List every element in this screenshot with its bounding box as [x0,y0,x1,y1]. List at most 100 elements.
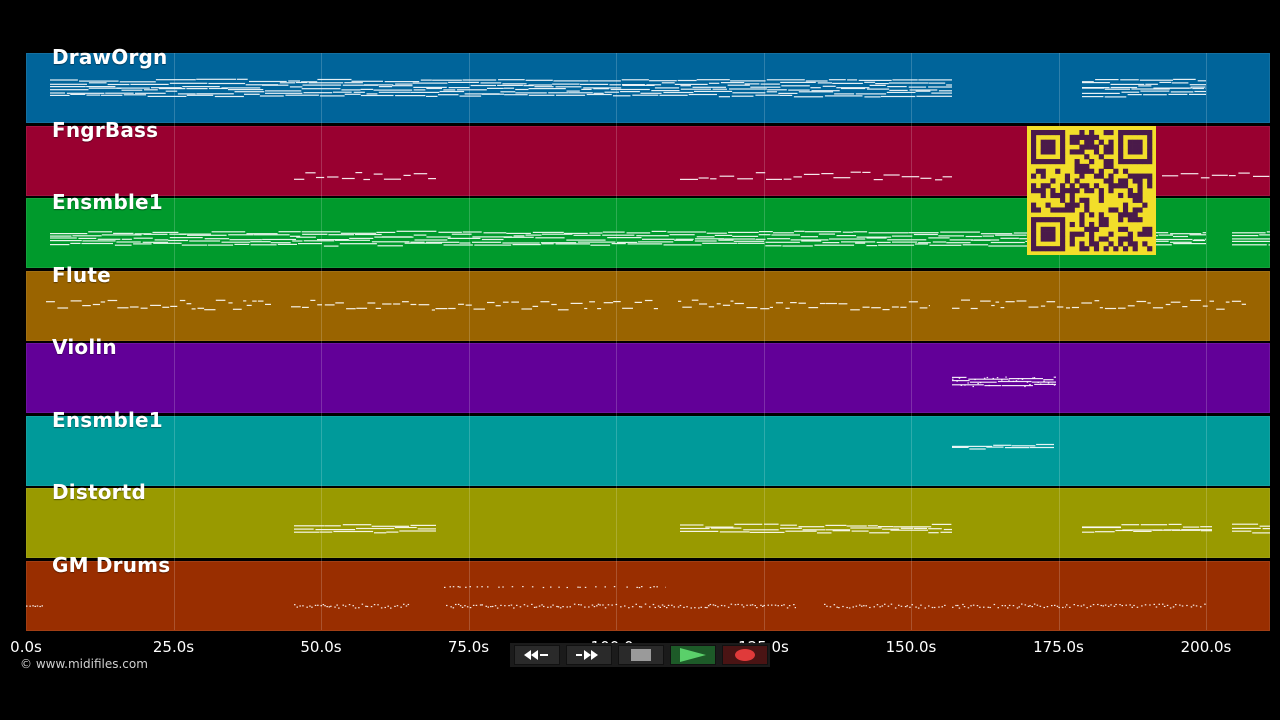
midi-note [868,232,909,234]
midi-note [991,304,995,307]
play-button[interactable] [670,645,716,665]
midi-note [755,238,766,240]
fast-forward-button[interactable] [566,645,612,665]
midi-note [303,240,335,242]
midi-note [878,526,894,528]
midi-note [1170,301,1181,303]
midi-note [410,241,425,243]
midi-note [710,178,717,180]
midi-note [987,606,989,608]
midi-note [613,95,631,97]
midi-note [417,528,436,530]
midi-note [1182,306,1188,308]
midi-note [457,89,487,91]
midi-note [1232,527,1261,529]
midi-note [786,607,789,609]
midi-note [82,240,116,242]
midi-note [557,606,560,608]
rewind-button[interactable] [514,645,560,665]
midi-note [952,380,970,382]
midi-note [1155,606,1158,608]
midi-note [487,87,504,89]
midi-note [498,79,525,81]
midi-note [92,303,100,306]
midi-note [680,85,691,87]
midi-note [386,531,399,533]
midi-note [822,242,840,244]
midi-note [504,605,506,607]
midi-note [1104,307,1117,310]
midi-note [590,244,611,246]
stop-button[interactable] [618,645,664,665]
midi-note [179,299,186,302]
midi-note [533,606,536,608]
midi-note [86,94,101,96]
midi-note [1268,244,1270,246]
midi-note [855,242,866,244]
midi-note [708,306,715,308]
midi-note [708,82,720,84]
midi-note [1259,525,1270,527]
midi-note [742,606,745,608]
midi-note [461,606,464,608]
midi-note [824,603,826,605]
midi-note [500,604,502,606]
midi-note [1082,82,1110,84]
midi-note [1033,377,1036,379]
midi-note [208,82,246,85]
midi-note [651,90,680,92]
midi-note [82,305,91,307]
midi-note [506,232,531,234]
midi-note [100,94,123,96]
midi-note [259,95,284,97]
midi-note [292,240,303,242]
midi-note [635,603,637,605]
transport-controls [510,643,770,667]
midi-note [1030,446,1054,449]
midi-note [214,95,244,98]
midi-note [135,92,166,94]
midi-note [892,79,918,81]
midi-note [462,79,497,81]
midi-note [731,95,754,97]
midi-note [308,82,344,84]
midi-note [548,92,569,94]
midi-note [573,603,576,605]
midi-note [595,586,597,588]
midi-note [428,178,436,180]
midi-note [355,233,382,236]
midi-note [1216,308,1225,310]
midi-note [333,91,352,93]
midi-note [438,231,462,233]
midi-note [523,604,526,606]
midi-note [481,93,504,95]
time-tick-label: 75.0s [447,638,490,656]
midi-note [884,603,886,605]
midi-note [457,603,460,605]
midi-note [1026,381,1029,383]
midi-note [403,174,411,176]
midi-note [1225,301,1230,303]
midi-note [512,244,541,246]
midi-note [591,604,594,606]
midi-note [1152,307,1164,309]
midi-note [1008,604,1011,606]
midi-note [986,446,1004,448]
midi-note [1015,380,1018,382]
time-gridline [1206,53,1207,630]
track-label: Distortd [52,480,147,504]
midi-note [686,606,688,608]
midi-note [466,606,469,608]
midi-note [426,87,442,90]
midi-note [1200,526,1212,528]
midi-note [891,235,913,237]
midi-note [688,93,717,96]
midi-note [976,605,979,607]
midi-note [186,88,208,90]
midi-note [856,236,892,238]
midi-note [50,240,82,242]
midi-note [764,523,779,525]
record-button[interactable] [722,645,768,665]
midi-note [528,84,552,86]
midi-note [1104,88,1131,90]
